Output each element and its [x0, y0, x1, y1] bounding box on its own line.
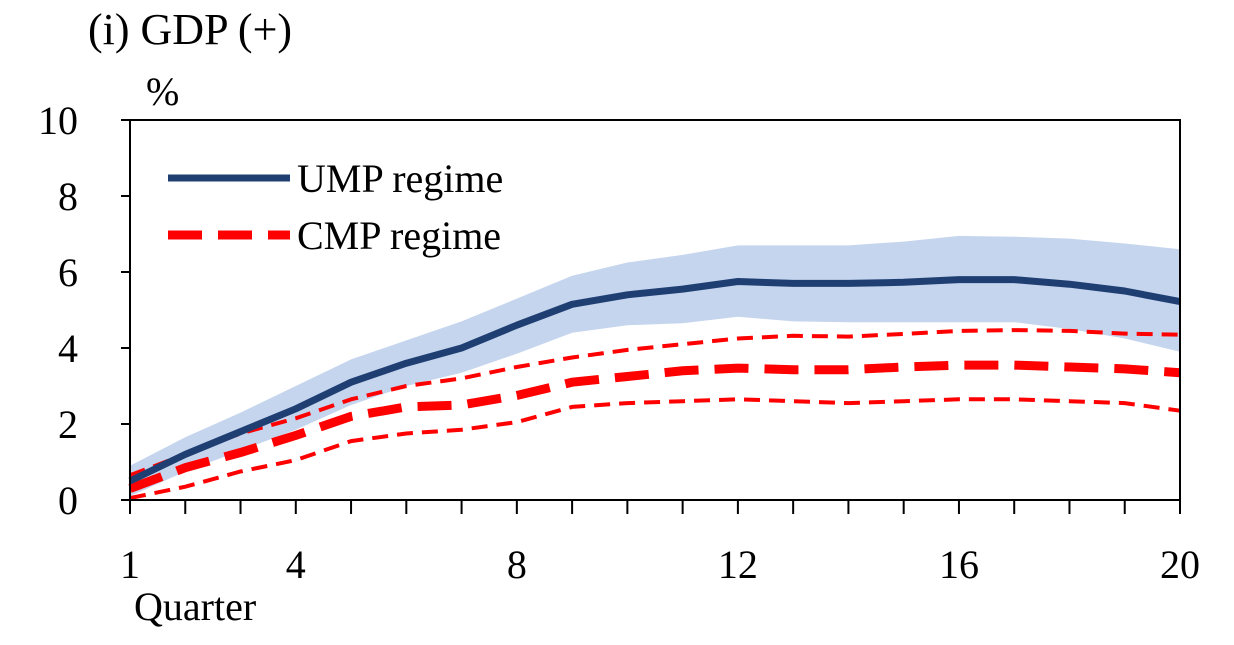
y-axis-unit-label: %	[146, 69, 179, 114]
axes: 0 2 4 6 8 10 1 4 8 12 16 20	[38, 98, 1200, 587]
x-tick-label: 20	[1160, 542, 1200, 587]
y-tick-label: 0	[58, 478, 78, 523]
series-lines	[128, 276, 1181, 501]
y-tick-label: 8	[58, 174, 78, 219]
y-tick-label: 6	[58, 250, 78, 295]
cmp-lower-bound-line	[129, 397, 1181, 501]
ump-median-line	[128, 276, 1181, 485]
y-tick-label: 2	[58, 402, 78, 447]
x-tick-label: 4	[286, 542, 306, 587]
x-tick-label: 12	[718, 542, 758, 587]
legend: UMP regime CMP regime	[168, 156, 503, 258]
legend-cmp-label: CMP regime	[297, 213, 501, 258]
x-tick-label: 8	[507, 542, 527, 587]
legend-ump-label: UMP regime	[297, 156, 503, 201]
x-axis-title: Quarter	[134, 584, 256, 629]
chart-title: (i) GDP (+)	[88, 5, 292, 54]
cmp-upper-bound-line	[129, 328, 1181, 478]
plot-area-frame	[129, 119, 1181, 501]
x-tick-label: 1	[120, 542, 140, 587]
ump-confidence-band	[130, 235, 1180, 497]
x-tick-label: 16	[939, 542, 979, 587]
confidence-bands	[130, 235, 1180, 497]
y-tick-label: 4	[58, 326, 78, 371]
y-tick-label: 10	[38, 98, 78, 143]
